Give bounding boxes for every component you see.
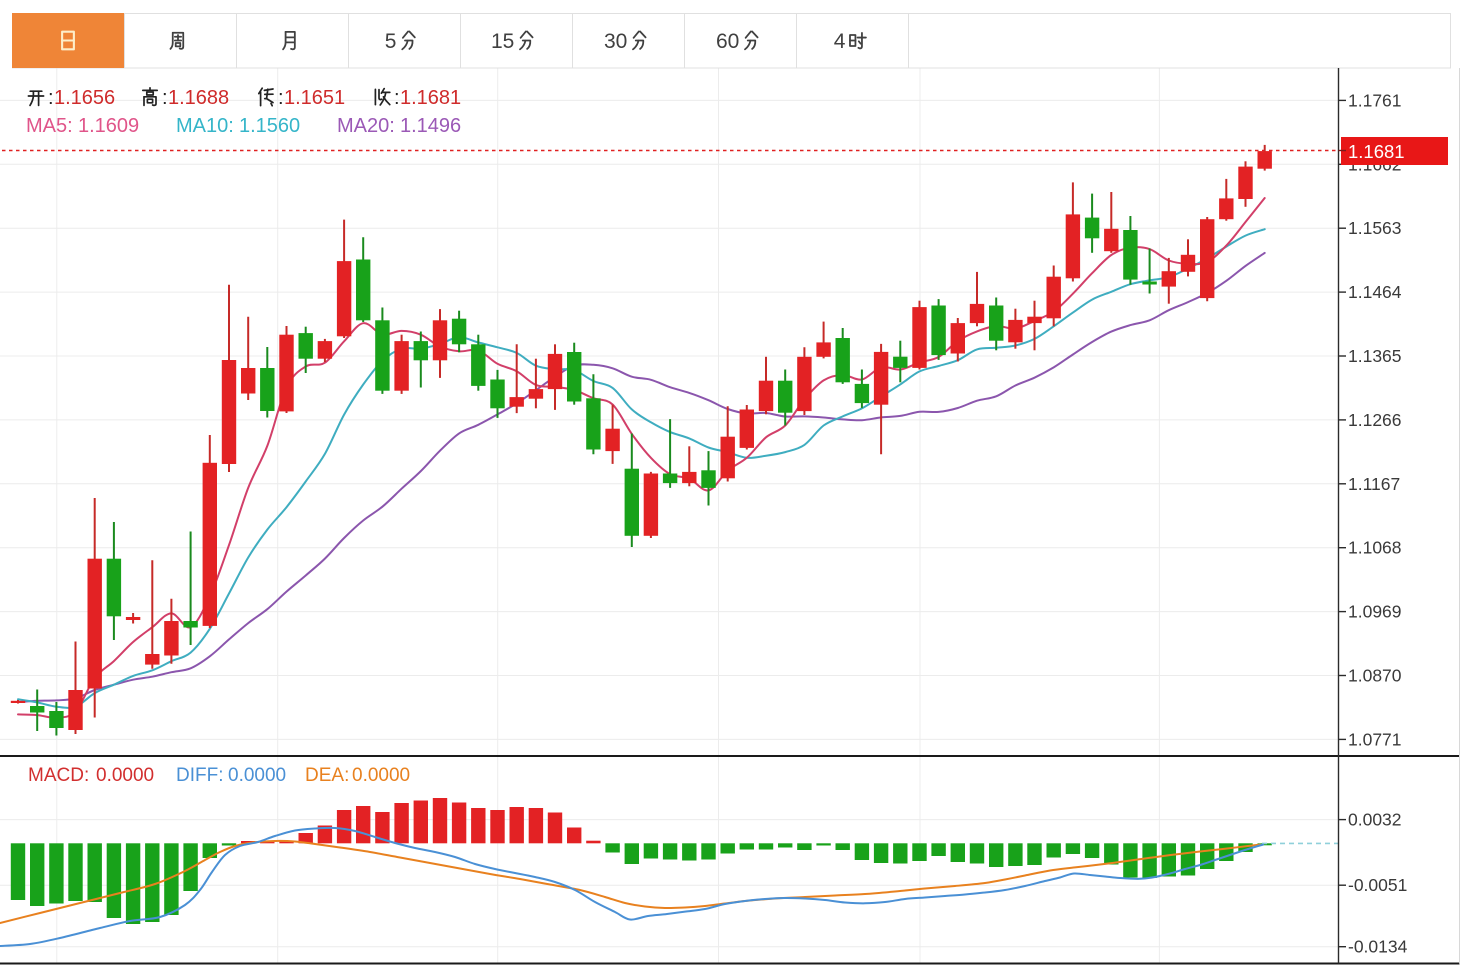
svg-text:0.0032: 0.0032 (1348, 810, 1402, 830)
svg-text::: : (394, 87, 400, 109)
svg-text:1.1688: 1.1688 (168, 87, 229, 109)
svg-text:1.1167: 1.1167 (1348, 474, 1400, 494)
svg-text:-0.0051: -0.0051 (1348, 875, 1407, 895)
svg-text:15: 15 (491, 30, 514, 53)
svg-text:1.1266: 1.1266 (1348, 410, 1402, 430)
svg-text:5: 5 (385, 30, 397, 53)
svg-text:1.1496: 1.1496 (400, 115, 461, 137)
svg-text:4: 4 (834, 30, 846, 53)
svg-text:1.1656: 1.1656 (54, 87, 115, 109)
svg-text:1.0969: 1.0969 (1348, 602, 1402, 622)
svg-text:MA5:: MA5: (26, 115, 73, 137)
svg-text:1.1560: 1.1560 (239, 115, 300, 137)
svg-text:1.1651: 1.1651 (284, 87, 345, 109)
svg-text:1.1761: 1.1761 (1348, 90, 1402, 110)
svg-text:1.0870: 1.0870 (1348, 666, 1402, 686)
svg-text:1.1464: 1.1464 (1348, 282, 1402, 302)
svg-text:60: 60 (716, 30, 739, 53)
svg-text:1.1365: 1.1365 (1348, 346, 1402, 366)
svg-text:1.0771: 1.0771 (1348, 729, 1402, 749)
svg-text:1.1609: 1.1609 (78, 115, 139, 137)
svg-text:0.0000: 0.0000 (228, 765, 286, 786)
svg-text:1.1068: 1.1068 (1348, 538, 1402, 558)
svg-text:0.0000: 0.0000 (96, 765, 154, 786)
svg-text:30: 30 (604, 30, 627, 53)
svg-text:MACD:: MACD: (28, 765, 89, 786)
svg-text:DIFF:: DIFF: (176, 765, 224, 786)
svg-text::: : (278, 87, 284, 109)
svg-text:MA20:: MA20: (337, 115, 395, 137)
svg-text:-0.0134: -0.0134 (1348, 937, 1408, 957)
svg-text:1.1563: 1.1563 (1348, 218, 1402, 238)
svg-text:0.0000: 0.0000 (352, 765, 410, 786)
svg-text::: : (162, 87, 168, 109)
svg-text:1.1681: 1.1681 (1348, 141, 1405, 162)
svg-text:1.1681: 1.1681 (400, 87, 461, 109)
svg-text:MA10:: MA10: (176, 115, 234, 137)
svg-text::: : (48, 87, 54, 109)
svg-text:DEA:: DEA: (305, 765, 349, 786)
